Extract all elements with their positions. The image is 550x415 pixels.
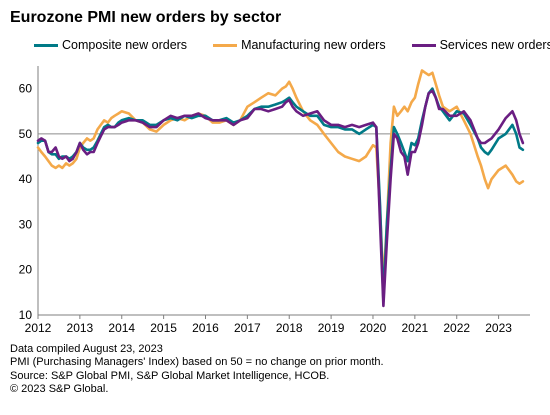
footnote-compiled-date: Data compiled August 23, 2023 bbox=[10, 343, 163, 355]
footnotes: Data compiled August 23, 2023 PMI (Purch… bbox=[10, 343, 384, 397]
x-tick-label: 2013 bbox=[67, 321, 94, 335]
x-tick-label: 2012 bbox=[25, 321, 52, 335]
y-tick-label: 40 bbox=[19, 172, 33, 186]
x-tick-label: 2018 bbox=[276, 321, 303, 335]
legend-swatch-composite bbox=[34, 43, 58, 47]
x-tick-label: 2015 bbox=[150, 321, 177, 335]
x-tick-label: 2017 bbox=[234, 321, 261, 335]
footnote-pmi-definition: PMI (Purchasing Managers' Index) based o… bbox=[10, 356, 384, 369]
y-tick-label: 20 bbox=[19, 263, 33, 277]
y-tick-label: 30 bbox=[19, 217, 33, 231]
footnote-source: Source: S&P Global PMI, S&P Global Marke… bbox=[10, 369, 330, 382]
series-line-manufacturing bbox=[36, 69, 525, 285]
legend-label-composite: Composite new orders bbox=[62, 38, 188, 52]
legend-item-services: Services new orders bbox=[411, 38, 550, 52]
footnote-copyright: © 2023 S&P Global. bbox=[10, 383, 109, 396]
legend-item-manufacturing: Manufacturing new orders bbox=[213, 38, 386, 52]
x-tick-label: 2023 bbox=[485, 321, 512, 335]
series-line-services bbox=[36, 89, 525, 308]
chart-title: Eurozone PMI new orders by sector bbox=[10, 9, 282, 26]
legend-label-services: Services new orders bbox=[439, 38, 550, 52]
x-tick-label: 2019 bbox=[318, 321, 345, 335]
y-tick-label: 50 bbox=[19, 127, 33, 141]
x-tick-label: 2014 bbox=[108, 321, 135, 335]
x-tick-label: 2022 bbox=[443, 321, 470, 335]
y-tick-label: 60 bbox=[19, 82, 33, 96]
legend-swatch-services bbox=[411, 43, 436, 47]
x-tick-label: 2016 bbox=[192, 321, 219, 335]
legend: Composite new orders Manufacturing new o… bbox=[34, 38, 550, 52]
legend-swatch-manufacturing bbox=[213, 43, 238, 47]
y-tick-label: 10 bbox=[19, 308, 33, 322]
x-tick-label: 2020 bbox=[360, 321, 387, 335]
legend-item-composite: Composite new orders bbox=[34, 38, 187, 52]
legend-label-manufacturing: Manufacturing new orders bbox=[241, 38, 386, 52]
x-tick-label: 2021 bbox=[401, 321, 428, 335]
